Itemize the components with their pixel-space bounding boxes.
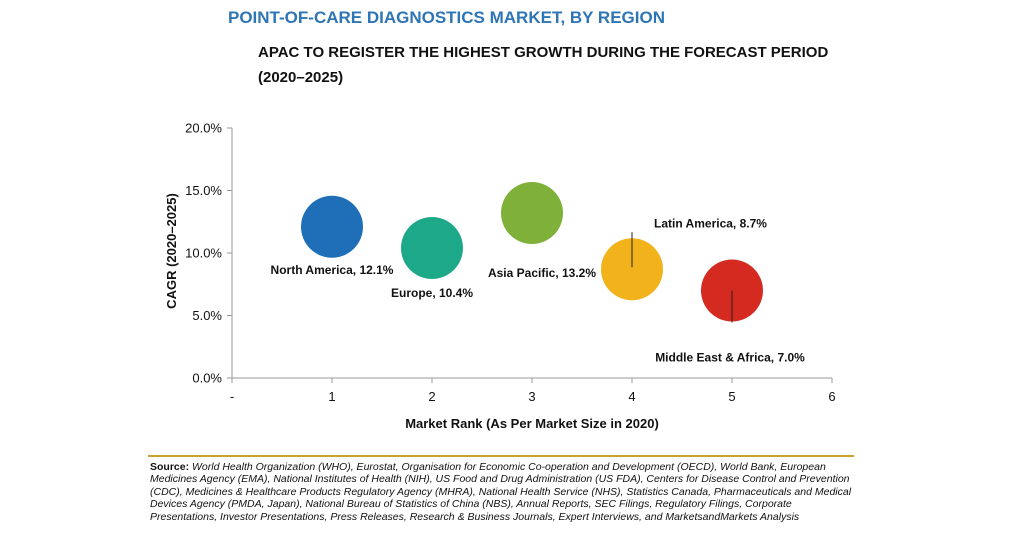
data-label-3: Asia Pacific, 13.2% xyxy=(488,266,596,280)
y-tick-label: 10.0% xyxy=(185,246,222,261)
bubble-3 xyxy=(501,182,563,244)
data-label-4: Latin America, 8.7% xyxy=(654,216,767,230)
bubble-chart: 0.0% 5.0% 10.0% 15.0% 20.0% - 1 2 3 4 5 6 Market Ran… xyxy=(164,121,836,432)
x-tick-label: 4 xyxy=(628,389,635,404)
x-tick-label: 5 xyxy=(728,389,735,404)
y-tick-label: 15.0% xyxy=(185,183,222,198)
data-labels: North America, 12.1% Europe, 10.4% Asia Pa… xyxy=(271,216,806,364)
source-text: World Health Organization (WHO), Eurosta… xyxy=(150,461,852,523)
source-note: Source: World Health Organization (WHO),… xyxy=(150,461,855,523)
x-tick-label: 1 xyxy=(328,389,335,404)
data-label-5: Middle East & Africa, 7.0% xyxy=(655,351,805,365)
bubble-series xyxy=(301,182,763,322)
y-tick-label: 20.0% xyxy=(185,121,222,136)
x-tick-label: 3 xyxy=(528,389,535,404)
data-label-2: Europe, 10.4% xyxy=(391,286,473,300)
bubble-1 xyxy=(301,195,363,258)
x-tick-label: 6 xyxy=(828,389,835,404)
x-tick-label: - xyxy=(230,389,234,404)
data-label-1: North America, 12.1% xyxy=(271,263,394,277)
x-axis-title: Market Rank (As Per Market Size in 2020) xyxy=(405,416,659,431)
chart-title: POINT-OF-CARE DIAGNOSTICS MARKET, BY REG… xyxy=(228,8,665,27)
bubble-2 xyxy=(401,217,463,279)
footer-divider xyxy=(148,455,854,457)
bubble-4 xyxy=(601,238,663,301)
axes: 0.0% 5.0% 10.0% 15.0% 20.0% - 1 2 3 4 5 6 Market Ran… xyxy=(164,121,836,432)
chart-subtitle: APAC TO REGISTER THE HIGHEST GROWTH DURI… xyxy=(258,44,829,86)
y-tick-label: 0.0% xyxy=(192,371,222,386)
y-axis-title: CAGR (2020–2025) xyxy=(164,193,179,309)
y-tick-label: 5.0% xyxy=(192,308,222,323)
x-tick-label: 2 xyxy=(428,389,435,404)
source-label: Source: xyxy=(150,461,190,473)
